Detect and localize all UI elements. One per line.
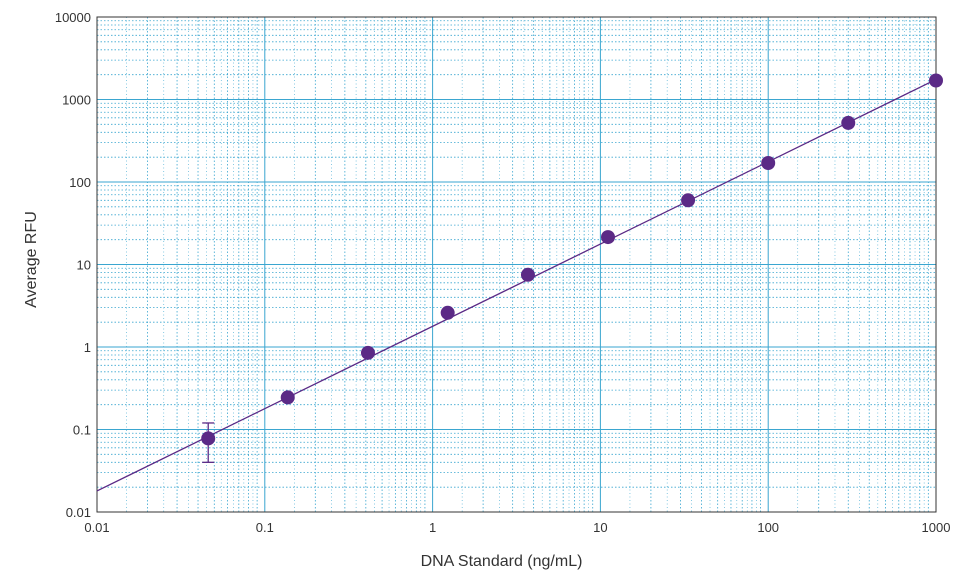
- data-point: [681, 193, 696, 208]
- y-tick-label: 100: [69, 175, 91, 190]
- x-tick-label: 1: [429, 520, 436, 535]
- fit-line: [96, 78, 937, 492]
- data-point: [360, 345, 375, 360]
- plot-frame: [96, 16, 937, 513]
- data-point: [601, 230, 616, 245]
- data-point: [280, 390, 295, 405]
- y-tick-labels: 0.01 0.1 1 10 100 1000 10000: [55, 10, 91, 520]
- y-axis-label: Average RFU: [23, 211, 40, 308]
- y-tick-label: 10000: [55, 10, 91, 25]
- major-gridlines: [96, 17, 936, 513]
- x-tick-label: 1000: [922, 520, 951, 535]
- data-point-layer: [201, 73, 943, 446]
- y-tick-label: 1: [84, 340, 91, 355]
- data-point: [201, 431, 216, 446]
- x-tick-labels: 0.01 0.1 1 10 100 1000: [84, 520, 950, 535]
- x-tick-label: 10: [593, 520, 607, 535]
- x-tick-label: 100: [757, 520, 779, 535]
- y-tick-label: 0.1: [73, 423, 91, 438]
- data-point: [761, 155, 776, 170]
- data-point: [929, 73, 943, 88]
- data-point: [440, 305, 455, 320]
- y-tick-label: 10: [77, 258, 91, 273]
- y-tick-label: 1000: [62, 93, 91, 108]
- fit-line-layer: [96, 78, 937, 492]
- y-tick-label: 0.01: [66, 505, 91, 520]
- x-axis-label: DNA Standard (ng/mL): [421, 553, 583, 570]
- x-tick-label: 0.1: [256, 520, 274, 535]
- data-point: [841, 115, 856, 130]
- data-point: [520, 267, 535, 282]
- x-tick-label: 0.01: [84, 520, 109, 535]
